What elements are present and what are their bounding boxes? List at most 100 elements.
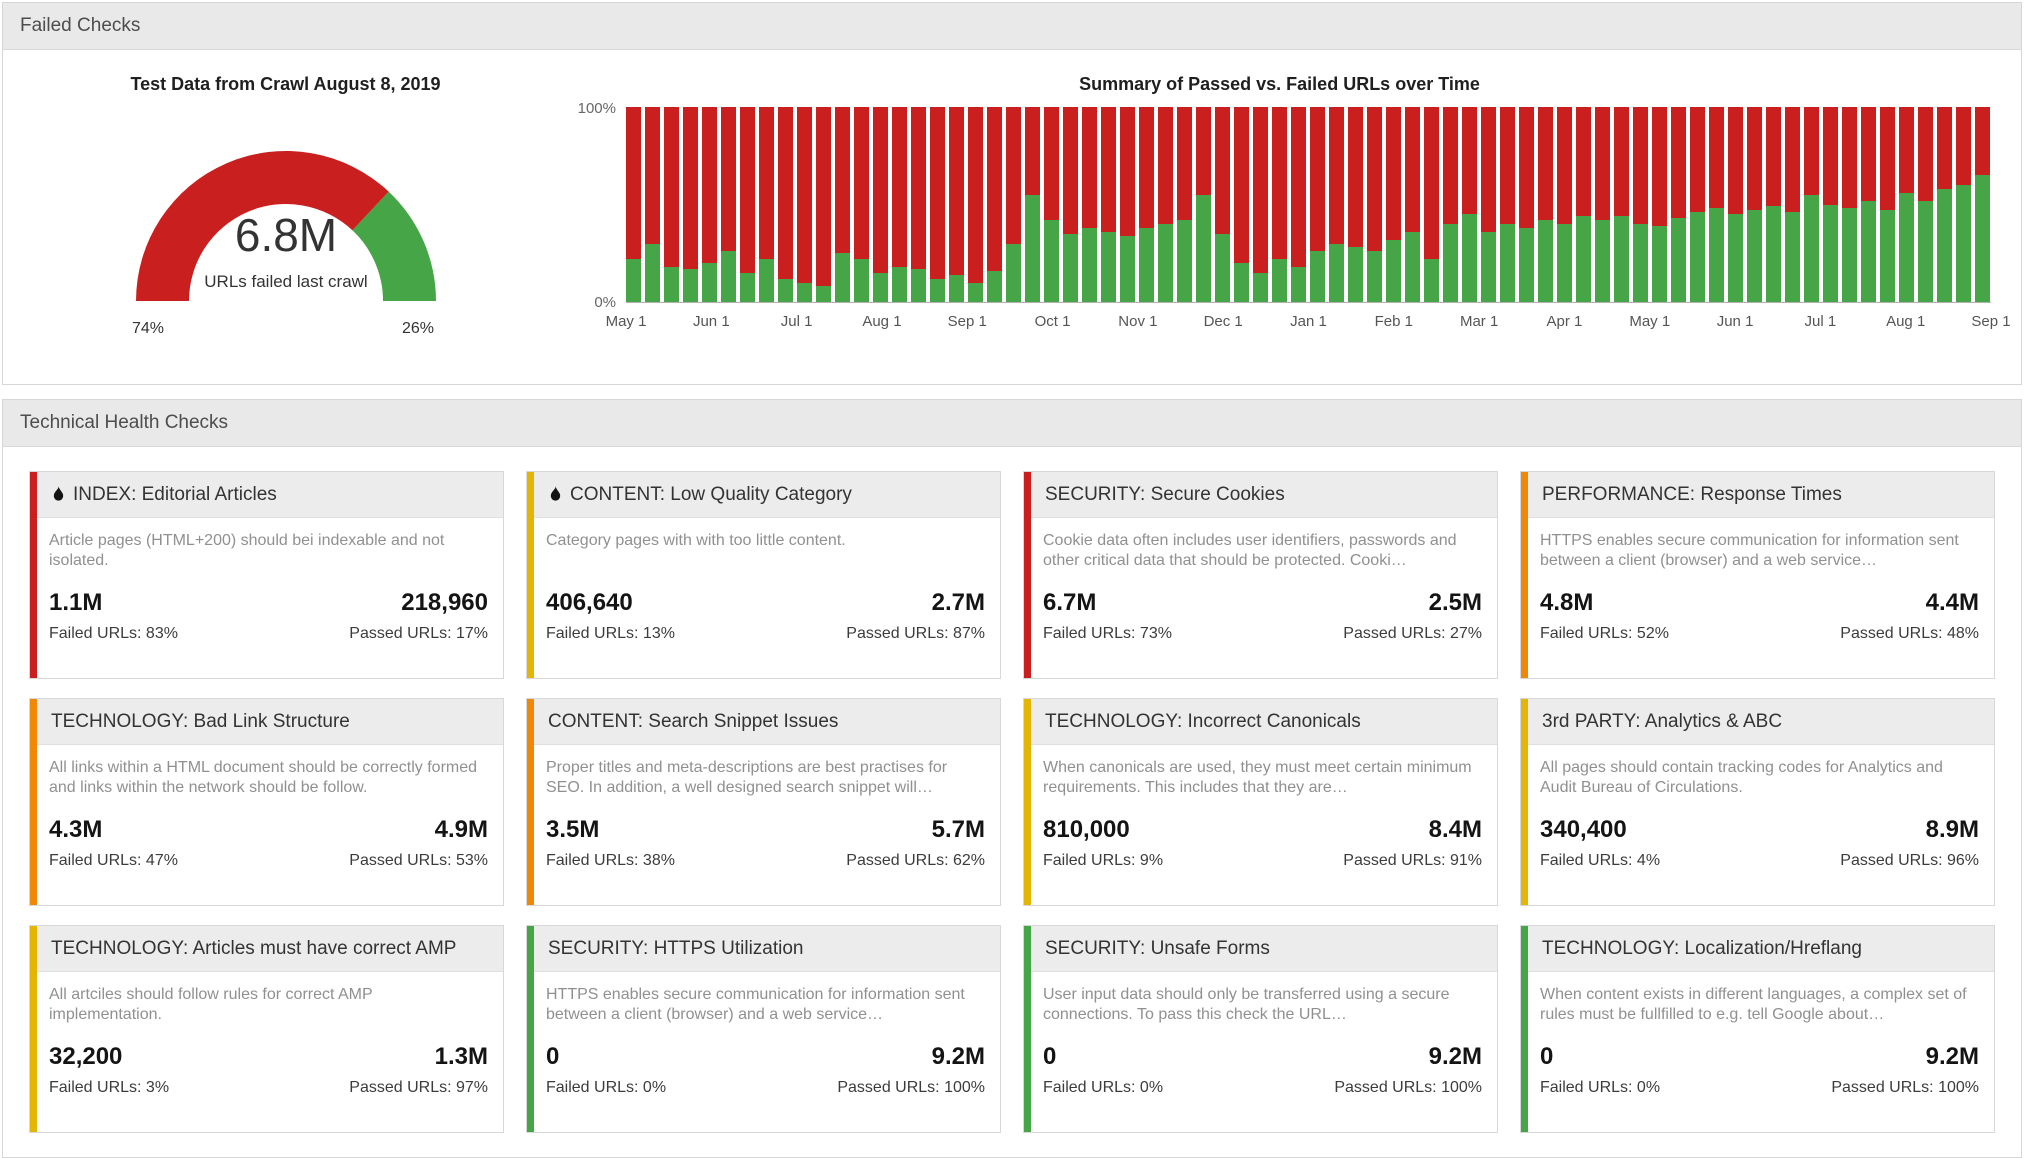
- x-axis-label: May 1: [1629, 313, 1671, 330]
- health-check-card[interactable]: SECURITY: HTTPS Utilization HTTPS enable…: [526, 925, 1001, 1133]
- x-axis-label: May 1: [605, 313, 647, 330]
- stacked-bar: [1956, 107, 1971, 302]
- gauge-right-percentage: 26%: [401, 320, 433, 337]
- stacked-bar: [1006, 107, 1021, 302]
- card-header: TECHNOLOGY: Incorrect Canonicals: [1031, 699, 1497, 745]
- card-captions-row: Failed URLs: 83% Passed URLs: 17%: [49, 625, 488, 643]
- card-description: Cookie data often includes user identifi…: [1043, 532, 1457, 569]
- x-axis-label: Jul 1: [1804, 313, 1837, 330]
- stacked-bar: [1500, 107, 1515, 302]
- failed-count: 4.3M: [49, 816, 103, 843]
- x-axis-label: Sep 1: [1971, 313, 2011, 330]
- card-accent-bar: [30, 472, 37, 678]
- stacked-bar: [1063, 107, 1078, 302]
- stacked-bar: [1595, 107, 1610, 302]
- health-check-card[interactable]: SECURITY: Secure Cookies Cookie data oft…: [1023, 471, 1498, 679]
- failed-percentage: Failed URLs: 9%: [1043, 852, 1164, 869]
- failed-checks-panel: Failed Checks Test Data from Crawl Augus…: [2, 2, 2022, 385]
- stacked-bar: [1671, 107, 1686, 302]
- stacked-bar: [1652, 107, 1667, 302]
- technical-health-checks-panel: Technical Health Checks INDEX: Editorial…: [2, 399, 2022, 1158]
- stacked-bar: [1386, 107, 1401, 302]
- stacked-bar: [683, 107, 698, 302]
- passed-percentage: Passed URLs: 100%: [1334, 1079, 1482, 1096]
- stacked-bar: [1177, 107, 1192, 302]
- failed-percentage: Failed URLs: 73%: [1043, 625, 1172, 642]
- passed-count: 5.7M: [931, 816, 985, 843]
- card-accent-bar: [527, 926, 534, 1132]
- gauge-segment-failed: [135, 150, 389, 301]
- card-title: SECURITY: Unsafe Forms: [1045, 937, 1270, 959]
- health-check-card[interactable]: TECHNOLOGY: Incorrect Canonicals When ca…: [1023, 698, 1498, 906]
- failed-checks-panel-header: Failed Checks: [3, 3, 2021, 50]
- stacked-bar: [1557, 107, 1572, 302]
- card-description: Article pages (HTML+200) should bei inde…: [49, 532, 445, 569]
- passed-count: 9.2M: [1428, 1043, 1482, 1070]
- health-check-card[interactable]: SECURITY: Unsafe Forms User input data s…: [1023, 925, 1498, 1133]
- card-title: PERFORMANCE: Response Times: [1542, 483, 1842, 505]
- x-axis-labels: May 1 Jun 1 Jul 1 Aug 1 Sep 1 Oct 1 Nov 1 Dec 1…: [606, 303, 2011, 337]
- health-check-card[interactable]: TECHNOLOGY: Bad Link Structure All links…: [29, 698, 504, 906]
- x-axis-label: Apr 1: [1546, 313, 1583, 330]
- card-values-row: 0 9.2M: [1540, 1043, 1979, 1071]
- card-values-row: 810,000 8.4M: [1043, 816, 1482, 844]
- passed-count: 1.3M: [434, 1043, 488, 1070]
- health-check-card[interactable]: TECHNOLOGY: Articles must have correct A…: [29, 925, 504, 1133]
- card-body: All links within a HTML document should …: [37, 745, 503, 870]
- stacked-bar: [1918, 107, 1933, 302]
- health-check-card[interactable]: 3rd PARTY: Analytics & ABC All pages sho…: [1520, 698, 1995, 906]
- health-check-card[interactable]: TECHNOLOGY: Localization/Hreflang When c…: [1520, 925, 1995, 1133]
- card-values-row: 6.7M 2.5M: [1043, 589, 1482, 617]
- failed-count: 810,000: [1043, 816, 1130, 843]
- stacked-bar: [854, 107, 869, 302]
- stacked-bar: [740, 107, 755, 302]
- card-header: TECHNOLOGY: Bad Link Structure: [37, 699, 503, 745]
- x-axis-label: Mar 1: [1459, 313, 1499, 330]
- passed-percentage: Passed URLs: 96%: [1840, 852, 1979, 869]
- card-header: CONTENT: Search Snippet Issues: [534, 699, 1000, 745]
- card-title: INDEX: Editorial Articles: [73, 483, 277, 505]
- failed-count: 6.7M: [1043, 589, 1097, 616]
- passed-count: 2.5M: [1428, 589, 1482, 616]
- stacked-bar: [1842, 107, 1857, 302]
- stacked-bar: [1310, 107, 1325, 302]
- card-title: TECHNOLOGY: Bad Link Structure: [51, 710, 350, 732]
- failed-count: 0: [546, 1043, 560, 1070]
- gauge-chart-title: Test Data from Crawl August 8, 2019: [130, 74, 441, 94]
- card-captions-row: Failed URLs: 52% Passed URLs: 48%: [1540, 625, 1979, 643]
- health-check-card[interactable]: PERFORMANCE: Response Times HTTPS enable…: [1520, 471, 1995, 679]
- card-title: CONTENT: Search Snippet Issues: [548, 710, 839, 732]
- card-captions-row: Failed URLs: 9% Passed URLs: 91%: [1043, 852, 1482, 870]
- card-values-row: 32,200 1.3M: [49, 1043, 488, 1071]
- stacked-bar: [797, 107, 812, 302]
- health-check-card[interactable]: CONTENT: Search Snippet Issues Proper ti…: [526, 698, 1001, 906]
- card-body: Category pages with with too little cont…: [534, 518, 1000, 643]
- passed-percentage: Passed URLs: 87%: [846, 625, 985, 642]
- stacked-bar: [1728, 107, 1743, 302]
- card-title: TECHNOLOGY: Incorrect Canonicals: [1045, 710, 1361, 732]
- card-header: 3rd PARTY: Analytics & ABC: [1528, 699, 1994, 745]
- card-description: All pages should contain tracking codes …: [1540, 759, 1943, 796]
- stacked-bar: [892, 107, 907, 302]
- x-axis-label: Jul 1: [780, 313, 813, 330]
- stacked-bar: [1975, 107, 1990, 302]
- stacked-bar: [1937, 107, 1952, 302]
- card-title: SECURITY: Secure Cookies: [1045, 483, 1285, 505]
- stacked-bar: [759, 107, 774, 302]
- technical-health-panel-header: Technical Health Checks: [3, 400, 2021, 447]
- stacked-bar: [1747, 107, 1762, 302]
- health-check-card[interactable]: CONTENT: Low Quality Category Category p…: [526, 471, 1001, 679]
- technical-health-panel-title: Technical Health Checks: [20, 412, 229, 433]
- card-accent-bar: [1521, 926, 1528, 1132]
- bar-chart-plot-area: [626, 107, 1991, 303]
- stacked-bar: [1120, 107, 1135, 302]
- card-captions-row: Failed URLs: 47% Passed URLs: 53%: [49, 852, 488, 870]
- passed-percentage: Passed URLs: 97%: [349, 1079, 488, 1096]
- card-captions-row: Failed URLs: 0% Passed URLs: 100%: [1043, 1079, 1482, 1097]
- flame-icon: [550, 486, 561, 501]
- health-check-card[interactable]: INDEX: Editorial Articles Article pages …: [29, 471, 504, 679]
- stacked-bar: [987, 107, 1002, 302]
- failed-percentage: Failed URLs: 52%: [1540, 625, 1669, 642]
- stacked-bar: [949, 107, 964, 302]
- gauge-center-value: 6.8M: [234, 209, 336, 261]
